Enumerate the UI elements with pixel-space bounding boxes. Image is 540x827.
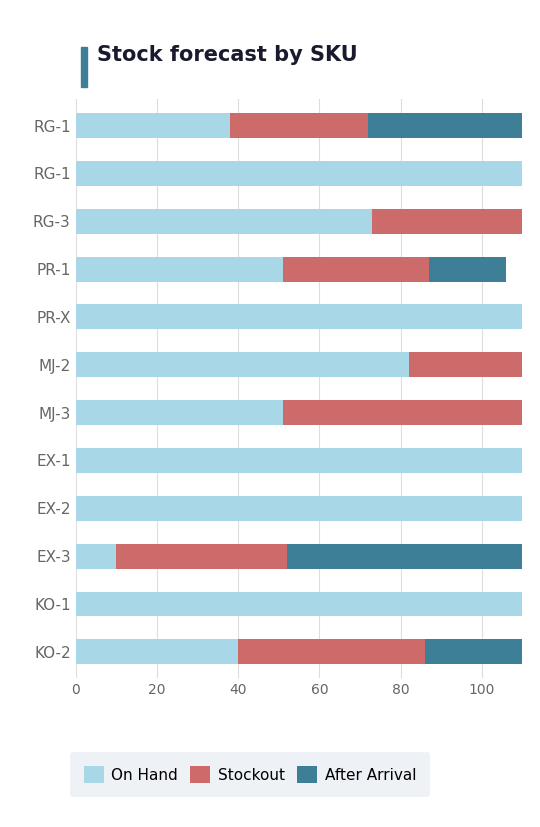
- Bar: [76, 448, 522, 473]
- Bar: [368, 113, 522, 138]
- Text: Stock forecast by SKU: Stock forecast by SKU: [97, 45, 358, 65]
- Bar: [76, 400, 283, 425]
- Bar: [76, 113, 230, 138]
- Bar: [287, 543, 522, 569]
- Bar: [425, 639, 522, 664]
- Bar: [283, 400, 522, 425]
- Bar: [76, 543, 116, 569]
- Bar: [76, 496, 522, 521]
- Bar: [238, 639, 425, 664]
- Bar: [409, 352, 522, 377]
- Bar: [372, 208, 522, 234]
- Bar: [76, 304, 522, 329]
- Legend: On Hand, Stockout, After Arrival: On Hand, Stockout, After Arrival: [70, 753, 430, 796]
- Bar: [230, 113, 368, 138]
- Bar: [116, 543, 287, 569]
- Bar: [76, 639, 238, 664]
- Bar: [76, 256, 283, 281]
- Bar: [76, 591, 522, 616]
- Bar: [76, 352, 409, 377]
- Bar: [429, 256, 506, 281]
- Bar: [76, 161, 522, 186]
- Bar: [283, 256, 429, 281]
- Bar: [76, 208, 372, 234]
